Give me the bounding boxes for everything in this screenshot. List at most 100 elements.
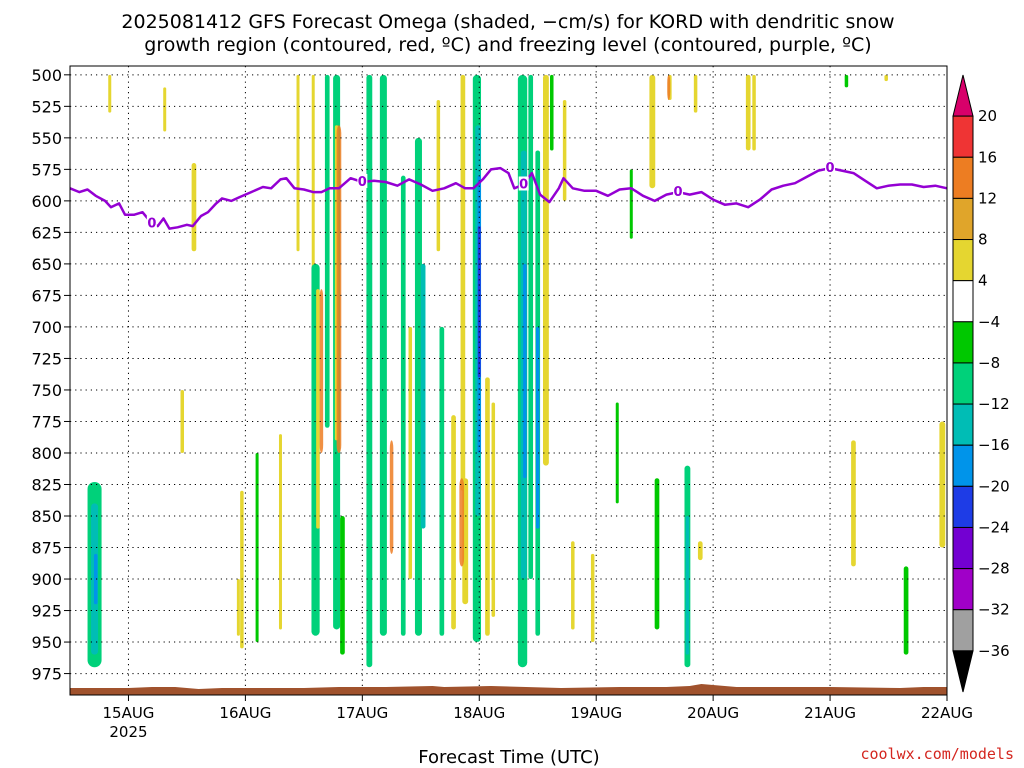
dgz-region-2	[389, 440, 394, 554]
colorbar-bottom-arrow	[952, 650, 974, 693]
x-tick-label-17AUG: 17AUG	[336, 704, 388, 722]
omega-region-41	[535, 326, 540, 529]
colorbar-swatch-12	[952, 568, 974, 611]
colorbar-label-5: −4	[978, 313, 1000, 331]
omega-region-7	[236, 579, 240, 636]
freezing-level-label-3: 0	[674, 185, 683, 200]
omega-region-44	[562, 100, 567, 201]
y-tick-label-750: 750	[31, 381, 62, 400]
x-tick-label-21AUG: 21AUG	[804, 704, 856, 722]
omega-region-34	[485, 377, 490, 636]
x-tick-label-18AUG: 18AUG	[453, 704, 505, 722]
colorbar-swatch-7	[952, 362, 974, 405]
colorbar-label-6: −8	[978, 354, 1000, 372]
y-tick-label-875: 875	[31, 539, 62, 558]
colorbar-swatch-2	[952, 156, 974, 199]
colorbar-label-3: 8	[978, 231, 988, 249]
omega-region-49	[649, 74, 656, 189]
credit-text: coolwx.com/models	[860, 745, 1014, 763]
plot-background	[70, 66, 947, 695]
dgz-region-4	[667, 74, 671, 101]
colorbar: 20 16 12 8 4 −4 −8 −12 −16 −20 −24 −28 −32 −36	[952, 74, 1010, 693]
omega-region-33	[477, 226, 481, 378]
x-tick-label-20AUG: 20AUG	[687, 704, 739, 722]
x-tick-label-19AUG: 19AUG	[570, 704, 622, 722]
omega-region-12	[311, 74, 315, 277]
x-axis-title: Forecast Time (UTC)	[418, 747, 599, 768]
omega-region-2	[93, 553, 98, 605]
colorbar-label-11: −28	[978, 560, 1010, 578]
colorbar-label-2: 12	[978, 189, 997, 207]
colorbar-swatch-3	[952, 197, 974, 241]
omega-region-48	[629, 169, 633, 239]
dendritic-growth-shading	[319, 74, 671, 567]
omega-region-57	[752, 74, 756, 151]
y-tick-label-775: 775	[31, 412, 62, 431]
colorbar-label-4: 4	[978, 272, 988, 290]
omega-shading	[87, 74, 946, 668]
colorbar-swatch-5	[952, 280, 974, 323]
y-tick-label-650: 650	[31, 255, 62, 274]
y-tick-label-500: 500	[31, 66, 62, 85]
y-tick-label-950: 950	[31, 633, 62, 652]
freezing-label-bg-0	[146, 215, 157, 230]
colorbar-label-12: −32	[978, 601, 1010, 619]
freezing-label-bg-3	[673, 184, 684, 199]
plot-frame	[69, 65, 948, 696]
omega-region-15	[324, 74, 330, 428]
omega-region-18	[340, 516, 345, 655]
x-tick-label-15AUG: 15AUG	[102, 704, 154, 722]
dgz-region-0	[319, 289, 324, 453]
dgz-region-3	[459, 478, 465, 567]
omega-region-25	[436, 100, 441, 252]
omega-region-26	[439, 326, 445, 636]
omega-region-21	[400, 175, 406, 636]
y-tick-label-675: 675	[31, 286, 62, 305]
colorbar-swatch-13	[952, 609, 974, 652]
colorbar-swatch-10	[952, 485, 974, 528]
y-tick-label-700: 700	[31, 318, 62, 337]
freezing-label-bg-2	[518, 176, 529, 191]
freezing-level-label-0: 0	[147, 217, 156, 232]
omega-region-53	[685, 516, 690, 655]
y-tick-label-525: 525	[31, 97, 62, 116]
terrain-strip	[70, 684, 947, 695]
omega-region-39	[528, 74, 534, 580]
terrain	[70, 684, 947, 695]
omega-region-14	[316, 289, 320, 529]
y-tick-label-925: 925	[31, 602, 62, 621]
colorbar-swatch-8	[952, 403, 974, 446]
omega-region-11	[296, 74, 300, 252]
colorbar-label-8: −16	[978, 436, 1010, 454]
y-tick-label-575: 575	[31, 160, 62, 179]
y-tick-label-850: 850	[31, 507, 62, 526]
omega-region-46	[590, 553, 595, 643]
y-tick-label-600: 600	[31, 192, 62, 211]
omega-region-38	[523, 263, 527, 479]
omega-region-6	[191, 163, 197, 252]
omega-region-3	[108, 74, 112, 113]
omega-region-45	[571, 541, 575, 630]
omega-region-24	[420, 263, 426, 529]
omega-region-55	[697, 541, 703, 561]
omega-region-23	[414, 137, 422, 636]
colorbar-top-arrow	[952, 74, 974, 117]
omega-region-19	[366, 74, 373, 668]
colorbar-label-10: −24	[978, 518, 1010, 536]
colorbar-swatch-6	[952, 321, 974, 364]
omega-region-54	[693, 74, 698, 113]
freezing-level-label-4: 0	[826, 161, 835, 176]
colorbar-label-7: −12	[978, 395, 1010, 413]
omega-region-56	[745, 74, 751, 151]
colorbar-label-9: −20	[978, 477, 1010, 495]
omega-region-47	[615, 402, 619, 504]
y-tick-label-550: 550	[31, 129, 62, 148]
omega-region-4	[163, 87, 167, 132]
colorbar-swatch-11	[952, 526, 974, 570]
y-tick-label-825: 825	[31, 475, 62, 494]
title-line-2: growth region (contoured, red, ºC) and f…	[144, 34, 871, 56]
omega-region-60	[884, 74, 888, 82]
colorbar-label-1: 16	[978, 148, 997, 166]
colorbar-label-0: 20	[978, 107, 997, 125]
